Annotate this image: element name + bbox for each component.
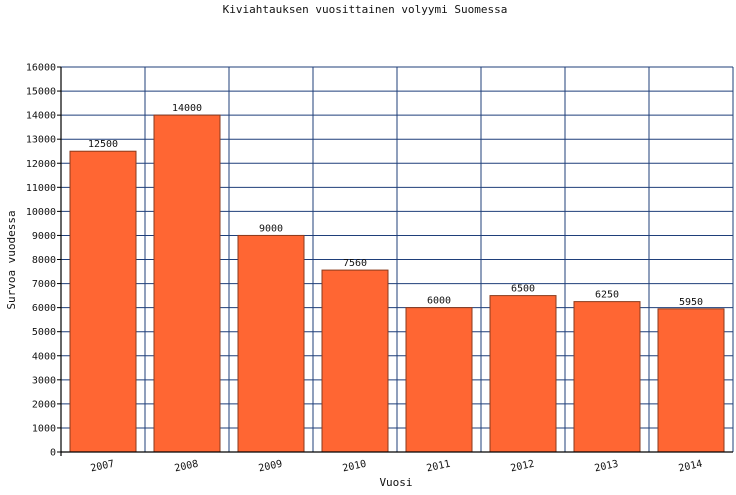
- y-tick-label: 14000: [26, 111, 56, 122]
- chart-title: Kiviahtauksen vuosittainen volyymi Suome…: [223, 3, 508, 16]
- x-tick-label: 2011: [426, 459, 452, 475]
- axes: [57, 66, 733, 456]
- bar-2013: [573, 301, 641, 453]
- y-tick-label: 7000: [32, 279, 56, 290]
- y-axis-label: Survoa vuodessa: [5, 210, 18, 309]
- y-tick-label: 2000: [32, 399, 56, 410]
- value-label: 6250: [595, 290, 619, 301]
- value-label: 7560: [343, 258, 367, 269]
- x-axis-label: Vuosi: [379, 476, 412, 489]
- y-tick-label: 16000: [26, 63, 56, 74]
- x-tick-label: 2010: [342, 459, 368, 475]
- x-tick-label: 2008: [174, 459, 200, 475]
- y-tick-label: 9000: [32, 231, 56, 242]
- bar-2009: [237, 234, 305, 453]
- bar-2011: [405, 307, 473, 453]
- y-tick-label: 11000: [26, 183, 56, 194]
- y-tick-label: 4000: [32, 351, 56, 362]
- tick-and-value-labels: 0 1000 2000 3000 4000 5000 6000 7000 8000 9000 100…: [26, 63, 704, 475]
- x-tick-label: 2012: [510, 459, 536, 475]
- value-label: 6500: [511, 284, 535, 295]
- bar-2014: [657, 308, 725, 453]
- y-tick-label: 5000: [32, 327, 56, 338]
- y-tick-label: 1000: [32, 423, 56, 434]
- value-label: 14000: [172, 103, 202, 114]
- value-label: 5950: [679, 297, 703, 308]
- bar-2012: [489, 295, 557, 453]
- y-tick-label: 6000: [32, 303, 56, 314]
- value-label: 6000: [427, 296, 451, 307]
- y-tick-label: 8000: [32, 255, 56, 266]
- bar-2008: [153, 114, 221, 453]
- x-tick-label: 2014: [678, 459, 704, 475]
- bar-2007: [69, 150, 137, 453]
- y-tick-label: 3000: [32, 375, 56, 386]
- y-tick-label: 0: [50, 448, 56, 459]
- x-tick-label: 2013: [594, 459, 620, 475]
- y-tick-label: 15000: [26, 87, 56, 98]
- value-label: 9000: [259, 223, 283, 234]
- y-tick-label: 13000: [26, 135, 56, 146]
- y-tick-label: 12000: [26, 159, 56, 170]
- x-tick-label: 2007: [90, 459, 116, 475]
- bar-2010: [321, 269, 389, 453]
- value-label: 12500: [88, 139, 118, 150]
- x-tick-label: 2009: [258, 459, 284, 475]
- y-tick-label: 10000: [26, 207, 56, 218]
- bars: [69, 114, 725, 453]
